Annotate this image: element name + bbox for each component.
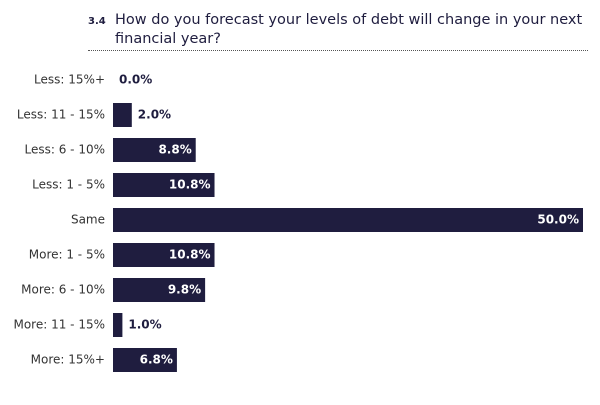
title-rule	[88, 50, 588, 51]
value-label: 10.8%	[169, 178, 211, 192]
value-label: 0.0%	[119, 73, 152, 87]
value-label: 2.0%	[138, 108, 171, 122]
category-label: Less: 11 - 15%	[17, 108, 105, 122]
bar	[113, 138, 196, 162]
value-label: 50.0%	[537, 213, 579, 227]
value-label: 9.8%	[168, 283, 201, 297]
bar	[113, 103, 132, 127]
bar	[113, 243, 215, 267]
bar	[113, 313, 123, 337]
category-label: Less: 1 - 5%	[32, 178, 105, 192]
category-label: More: 15%+	[31, 353, 105, 367]
value-label: 8.8%	[158, 143, 191, 157]
category-label: More: 1 - 5%	[29, 248, 105, 262]
bar	[113, 173, 215, 197]
bar	[113, 348, 177, 372]
value-label: 6.8%	[140, 353, 173, 367]
figure-number: 3.4	[88, 16, 106, 27]
value-label: 10.8%	[169, 248, 211, 262]
bar	[113, 208, 583, 232]
chart-title: How do you forecast your levels of debt …	[115, 12, 583, 47]
category-label: More: 11 - 15%	[13, 318, 105, 332]
category-label: Less: 6 - 10%	[25, 143, 105, 157]
category-label: More: 6 - 10%	[21, 283, 105, 297]
bar	[113, 278, 206, 302]
category-label: Same	[71, 213, 105, 227]
value-label: 1.0%	[128, 318, 161, 332]
category-label: Less: 15%+	[34, 73, 105, 87]
